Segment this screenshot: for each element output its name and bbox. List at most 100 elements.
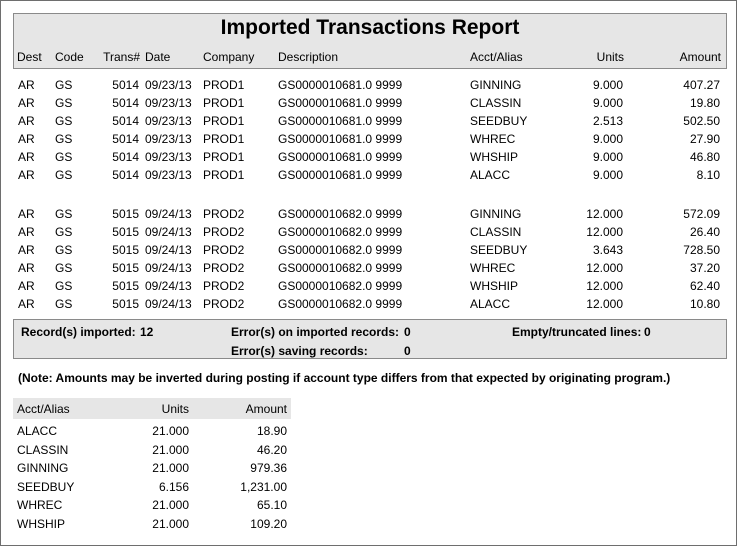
cell-trans: 5014 (112, 168, 139, 182)
totals-row: WHSHIP 21.000 109.20 (13, 517, 291, 535)
cell-dest: AR (18, 78, 35, 92)
cell-dest: AR (18, 279, 35, 293)
col-header-code: Code (55, 50, 84, 64)
cell-amount: 10.80 (689, 297, 720, 311)
totals-cell-amount: 46.20 (256, 442, 287, 457)
totals-cell-amount: 65.10 (256, 498, 287, 512)
cell-company: PROD1 (203, 132, 245, 146)
totals-col-amount: Amount (245, 402, 287, 416)
cell-description: GS0000010681.0 9999 (278, 168, 403, 182)
totals-cell-acct: GINNING (17, 461, 69, 475)
table-row: AR GS 5014 09/23/13 PROD1 GS0000010681.0 9999… (1, 78, 737, 96)
totals-cell-units: 6.156 (158, 479, 189, 494)
cell-date: 09/23/13 (145, 168, 192, 182)
col-header-description: Description (278, 50, 339, 64)
totals-cell-amount: 979.36 (250, 461, 287, 475)
cell-description: GS0000010682.0 9999 (278, 225, 403, 239)
cell-amount: 27.90 (689, 132, 720, 146)
cell-date: 09/24/13 (145, 225, 192, 239)
cell-trans: 5014 (112, 114, 139, 128)
cell-description: GS0000010682.0 9999 (278, 207, 403, 221)
cell-dest: AR (18, 225, 35, 239)
cell-company: PROD2 (203, 297, 245, 311)
cell-units: 12.000 (586, 225, 623, 239)
cell-code: GS (55, 150, 73, 164)
cell-amount: 572.09 (683, 207, 720, 221)
posting-note: (Note: Amounts may be inverted during po… (18, 371, 671, 385)
cell-description: GS0000010681.0 9999 (278, 78, 403, 92)
col-header-acct: Acct/Alias (470, 50, 523, 64)
cell-date: 09/24/13 (145, 279, 192, 293)
cell-trans: 5015 (112, 261, 139, 275)
cell-dest: AR (18, 261, 35, 275)
cell-dest: AR (18, 96, 35, 110)
totals-row: ALACC 21.000 18.90 (13, 424, 291, 442)
cell-amount: 502.50 (683, 114, 720, 128)
cell-company: PROD1 (203, 150, 245, 164)
cell-amount: 407.27 (683, 78, 720, 92)
cell-acct: GINNING (470, 207, 522, 221)
cell-date: 09/24/13 (145, 243, 192, 257)
cell-code: GS (55, 279, 73, 293)
cell-units: 12.000 (586, 261, 623, 275)
cell-company: PROD1 (203, 96, 245, 110)
table-row: AR GS 5014 09/23/13 PROD1 GS0000010681.0 9999… (1, 150, 737, 168)
cell-acct: WHSHIP (470, 279, 518, 293)
totals-cell-acct: SEEDBUY (17, 479, 75, 494)
cell-code: GS (55, 114, 73, 128)
cell-trans: 5014 (112, 132, 139, 146)
totals-col-units: Units (161, 402, 189, 416)
table-row: AR GS 5015 09/24/13 PROD2 GS0000010682.0 9999… (1, 279, 737, 297)
totals-cell-acct: WHREC (17, 498, 63, 512)
table-row: AR GS 5014 09/23/13 PROD1 GS0000010681.0 9999… (1, 96, 737, 114)
cell-date: 09/23/13 (145, 132, 192, 146)
totals-cell-units: 21.000 (152, 516, 189, 531)
cell-units: 9.000 (592, 96, 623, 110)
totals-cell-amount: 1,231.00 (240, 479, 287, 494)
cell-trans: 5015 (112, 297, 139, 311)
cell-dest: AR (18, 297, 35, 311)
totals-cell-amount: 109.20 (250, 516, 287, 531)
cell-date: 09/23/13 (145, 78, 192, 92)
cell-description: GS0000010682.0 9999 (278, 261, 403, 275)
cell-amount: 728.50 (683, 243, 720, 257)
table-row: AR GS 5015 09/24/13 PROD2 GS0000010682.0 9999… (1, 297, 737, 315)
errors-imported-label: Error(s) on imported records: (231, 325, 400, 339)
table-row: AR GS 5014 09/23/13 PROD1 GS0000010681.0 9999… (1, 132, 737, 150)
cell-acct: WHREC (470, 261, 516, 275)
cell-date: 09/23/13 (145, 150, 192, 164)
cell-date: 09/23/13 (145, 96, 192, 110)
cell-trans: 5015 (112, 279, 139, 293)
cell-units: 2.513 (592, 114, 623, 128)
cell-code: GS (55, 207, 73, 221)
cell-code: GS (55, 261, 73, 275)
totals-cell-amount: 18.90 (256, 424, 287, 438)
cell-description: GS0000010682.0 9999 (278, 243, 403, 257)
cell-units: 12.000 (586, 207, 623, 221)
cell-acct: SEEDBUY (470, 114, 528, 128)
cell-amount: 26.40 (689, 225, 720, 239)
cell-dest: AR (18, 207, 35, 221)
cell-code: GS (55, 225, 73, 239)
cell-trans: 5014 (112, 78, 139, 92)
cell-code: GS (55, 297, 73, 311)
cell-date: 09/24/13 (145, 207, 192, 221)
cell-units: 9.000 (592, 168, 623, 182)
cell-amount: 37.20 (689, 261, 720, 275)
cell-acct: ALACC (470, 297, 511, 311)
table-row: AR GS 5015 09/24/13 PROD2 GS0000010682.0 9999… (1, 225, 737, 243)
cell-description: GS0000010681.0 9999 (278, 96, 403, 110)
cell-company: PROD2 (203, 243, 245, 257)
cell-date: 09/24/13 (145, 297, 192, 311)
totals-cell-acct: CLASSIN (17, 442, 69, 457)
cell-date: 09/24/13 (145, 261, 192, 275)
totals-cell-units: 21.000 (152, 461, 189, 475)
cell-company: PROD2 (203, 279, 245, 293)
totals-row: SEEDBUY 6.156 1,231.00 (13, 480, 291, 498)
totals-cell-units: 21.000 (152, 498, 189, 512)
totals-cell-acct: ALACC (17, 424, 58, 438)
cell-units: 9.000 (592, 78, 623, 92)
table-row: AR GS 5015 09/24/13 PROD2 GS0000010682.0 9999… (1, 261, 737, 279)
totals-cell-units: 21.000 (152, 442, 189, 457)
cell-acct: WHSHIP (470, 150, 518, 164)
